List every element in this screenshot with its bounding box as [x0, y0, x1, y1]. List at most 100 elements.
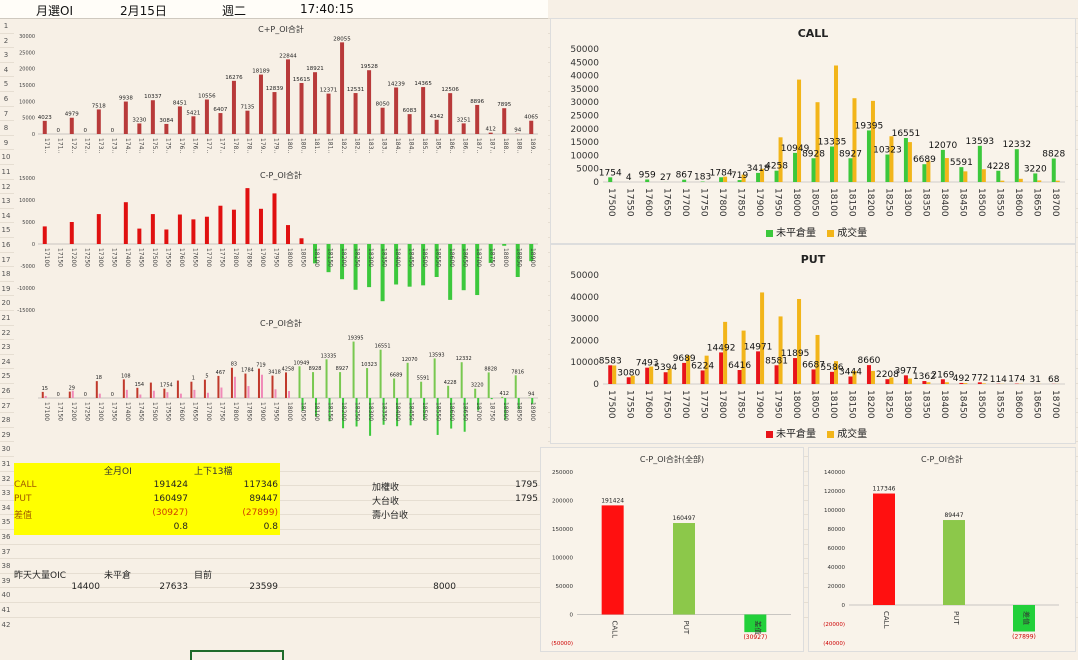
table-call-13[interactable]: 117346 — [194, 480, 278, 490]
chart3-xtick: 17250 — [83, 402, 90, 421]
cput-data-label: 772 — [971, 373, 988, 383]
chart2-xtick: 17100 — [43, 248, 50, 267]
put-legend: 未平倉量 成交量 — [766, 425, 867, 440]
chart1-ytick: 5000 — [22, 116, 35, 122]
legend-vol-label: 成交量 — [837, 429, 867, 440]
chart3-bar-primary — [339, 372, 341, 398]
ccall-ytick: 45000 — [570, 58, 599, 68]
chart3-bar-primary — [461, 362, 463, 398]
table-call-all[interactable]: 191424 — [104, 480, 188, 490]
chart3-bar-primary — [69, 392, 71, 398]
ccall-data-label: 12332 — [1002, 140, 1031, 150]
row-number: 11 — [0, 168, 12, 176]
chart3-xtick: 18600 — [448, 402, 455, 421]
cell-big-close-label[interactable]: 大台收 — [372, 494, 399, 507]
m2-ytick: 80000 — [828, 527, 846, 533]
row-number: 8 — [0, 124, 12, 132]
chart1-xtick: 188.. — [516, 138, 523, 153]
chart1-data-label: 4979 — [65, 112, 79, 118]
ccall-ytick: 0 — [593, 178, 599, 188]
chart1-data-label: 12839 — [266, 86, 284, 92]
ccall-xtick: 17550 — [625, 188, 635, 217]
chart2-xtick: 18850 — [516, 248, 523, 267]
table-ratio-13[interactable]: 0.8 — [194, 522, 278, 532]
chart1-data-label: 6083 — [403, 108, 417, 114]
cell-open-label[interactable]: 未平倉 — [104, 568, 131, 581]
cput-xtick: 17850 — [736, 390, 746, 419]
ccall-ytick: 5000 — [576, 165, 599, 175]
chart1-bar — [286, 59, 290, 134]
cput-data-label: 8660 — [858, 356, 881, 366]
ccall-bar-oi — [812, 158, 816, 182]
chart2-xtick: 17900 — [259, 248, 266, 267]
chart3-bar-secondary — [72, 391, 74, 398]
chart3-bar-primary — [42, 392, 44, 398]
table-h1[interactable]: 全月OI — [104, 464, 132, 477]
cell-weighted-close-label[interactable]: 加權收 — [372, 480, 399, 493]
chart3-bar-primary — [326, 359, 328, 398]
cell-oic-label[interactable]: 昨天大量OIC — [14, 568, 66, 581]
table-call-label[interactable]: CALL — [14, 480, 36, 490]
ccall-bar-oi — [922, 164, 926, 182]
chart2-xtick: 17650 — [191, 248, 198, 267]
table-put-all[interactable]: 160497 — [104, 494, 188, 504]
cell-extra-value[interactable]: 8000 — [400, 582, 456, 592]
ccall-bar-oi — [756, 173, 760, 182]
table-put-13[interactable]: 89447 — [194, 494, 278, 504]
cell-mini-close-label[interactable]: 壽小台收 — [372, 508, 408, 521]
cput-bar-oi — [867, 365, 871, 384]
ccall-xtick: 17500 — [606, 188, 616, 217]
mini2-title: C-P_OI合計 — [809, 454, 1075, 465]
chart2-xtick: 18800 — [502, 248, 509, 267]
cell-now-value[interactable]: 23599 — [194, 582, 278, 592]
chart3-bar-secondary — [288, 391, 290, 398]
chart3-data-label: 719 — [256, 363, 266, 369]
cell-big-close-value[interactable]: 1795 — [490, 494, 538, 504]
chart1-bar — [245, 111, 249, 134]
chart1-xtick: 187.. — [489, 138, 496, 153]
chart1-data-label: 8050 — [376, 102, 390, 108]
chart3-xtick: 18300 — [367, 402, 374, 421]
chart2-bar — [300, 238, 304, 244]
legend-oi-label: 未平倉量 — [776, 228, 816, 239]
chart3-bar-primary — [271, 376, 273, 398]
cput-bar-oi — [738, 370, 742, 384]
chart2-ytick: 10000 — [19, 198, 35, 204]
cput-xtick: 17750 — [699, 390, 709, 419]
table-put-label[interactable]: PUT — [14, 494, 32, 504]
cell-open-value[interactable]: 27633 — [104, 582, 188, 592]
table-diff-label[interactable]: 差值 — [14, 508, 32, 521]
chart1-svg: 3000025000200001500010000500004023171..0… — [14, 20, 548, 165]
cput-bar-oi — [645, 368, 649, 384]
table-diff-all[interactable]: (30927) — [104, 508, 188, 518]
chart3-data-label: 12070 — [402, 357, 418, 363]
selected-cell[interactable] — [190, 650, 284, 660]
cput-xtick: 17950 — [773, 390, 783, 419]
row-number: 17 — [0, 256, 12, 264]
cell-now-label[interactable]: 目前 — [194, 568, 212, 581]
cput-xtick: 18100 — [828, 390, 838, 419]
ccall-bar-vol — [871, 101, 875, 182]
table-h2[interactable]: 上下13檔 — [194, 464, 232, 477]
chart3-data-label: 0 — [111, 392, 114, 398]
chart1-data-label: 5421 — [186, 110, 200, 116]
chart3-data-label: 16551 — [375, 344, 391, 350]
row-number: 13 — [0, 197, 12, 205]
ccall-data-label: 4258 — [765, 162, 788, 172]
header-time: 17:40:15 — [300, 2, 354, 16]
cput-data-label: 3444 — [839, 367, 862, 377]
chart1-bar — [205, 100, 209, 134]
call-svg: 5000045000400003500030000250002000015000… — [551, 19, 1075, 243]
chart1-data-label: 0 — [84, 128, 88, 134]
table-ratio-all[interactable]: 0.8 — [104, 522, 188, 532]
cell-oic-value[interactable]: 14400 — [14, 582, 100, 592]
cell-weighted-close-value[interactable]: 1795 — [490, 480, 538, 490]
ccall-xtick: 18450 — [957, 188, 967, 217]
cput-ytick: 10000 — [570, 358, 599, 368]
cput-bar-vol — [742, 331, 746, 384]
row-number: 14 — [0, 212, 12, 220]
ccall-bar-oi — [848, 158, 852, 182]
cput-xtick: 18500 — [976, 390, 986, 419]
table-diff-13[interactable]: (27899) — [194, 508, 278, 518]
